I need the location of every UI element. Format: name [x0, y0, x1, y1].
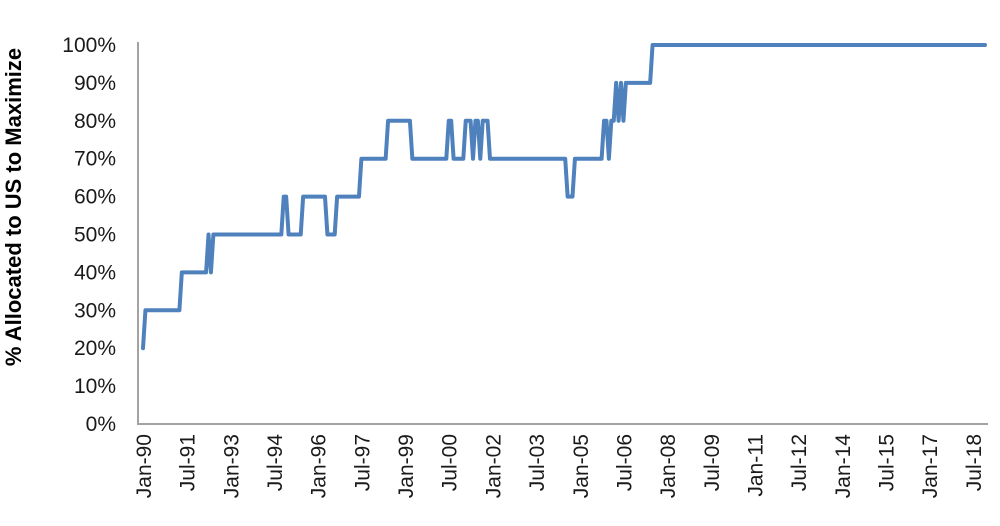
x-tick-label: Jan-05 [570, 434, 593, 498]
x-tick-label: Jan-90 [133, 434, 156, 498]
y-tick-label: 80% [74, 110, 116, 133]
y-tick-label: 60% [74, 186, 116, 209]
y-tick-label: 90% [74, 72, 116, 95]
y-tick-label: 70% [74, 148, 116, 171]
y-tick-label: 20% [74, 337, 116, 360]
x-tick-label: Jul-94 [264, 434, 287, 492]
x-tick-label: Jan-99 [395, 434, 418, 498]
y-tick-label: 10% [74, 375, 116, 398]
y-tick-label: 100% [62, 34, 116, 57]
x-tick-label: Jan-96 [308, 434, 331, 498]
y-axis-tick-labels: 0% 10% 20% 30% 40% 50% 60% 70% 80% 90% 100% [62, 34, 116, 436]
x-tick-label: Jul-00 [439, 434, 462, 491]
y-tick-label: 50% [74, 224, 116, 247]
x-tick-label: Jul-18 [963, 434, 986, 491]
x-tick-label: Jul-12 [788, 434, 811, 491]
x-tick-label: Jul-03 [526, 434, 549, 491]
x-tick-label: Jan-93 [220, 434, 243, 498]
x-axis-tick-labels: Jan-90 Jul-91 Jan-93 Jul-94 Jan-96 Jul-97 Jan-… [133, 434, 986, 499]
x-tick-label: Jul-91 [177, 434, 200, 491]
axis-lines [137, 42, 988, 425]
allocation-line [141, 43, 987, 351]
x-tick-label: Jan-02 [482, 434, 505, 498]
y-axis-title: % Allocated to US to Maximize [1, 48, 26, 366]
x-tick-label: Jul-97 [351, 434, 374, 491]
y-tick-label: 40% [74, 261, 116, 284]
y-tick-label: 30% [74, 299, 116, 322]
x-tick-label: Jan-08 [657, 434, 680, 498]
x-tick-label: Jan-11 [744, 434, 767, 497]
x-tick-label: Jan-14 [832, 434, 855, 499]
y-tick-label: 0% [86, 413, 116, 436]
x-tick-label: Jul-06 [613, 434, 636, 491]
x-tick-label: Jul-09 [701, 434, 724, 491]
x-tick-label: Jul-15 [876, 434, 899, 491]
x-tick-label: Jan-17 [919, 434, 942, 498]
